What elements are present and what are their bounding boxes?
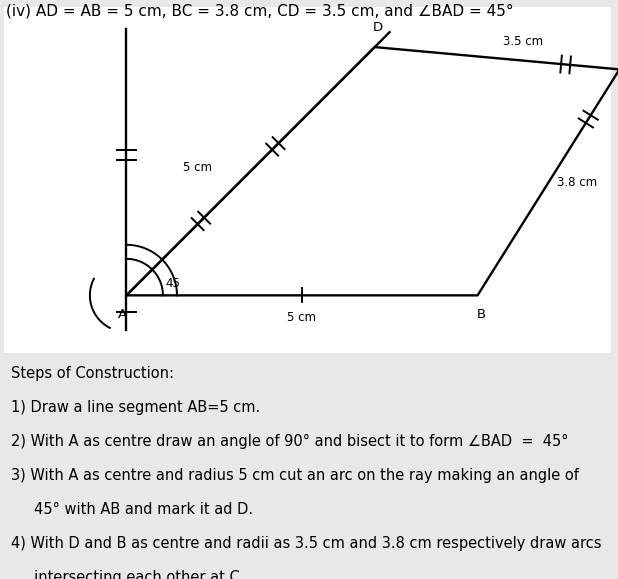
Text: 45° with AB and mark it ad D.: 45° with AB and mark it ad D.	[11, 502, 253, 517]
Text: 1) Draw a line segment AB=5 cm.: 1) Draw a line segment AB=5 cm.	[11, 400, 260, 415]
Text: (iv) AD = AB = 5 cm, BC = 3.8 cm, CD = 3.5 cm, and ∠BAD = 45°: (iv) AD = AB = 5 cm, BC = 3.8 cm, CD = 3…	[6, 4, 514, 19]
Text: 4) With D and B as centre and radii as 3.5 cm and 3.8 cm respectively draw arcs: 4) With D and B as centre and radii as 3…	[11, 536, 602, 551]
Text: 3.8 cm: 3.8 cm	[557, 176, 597, 189]
Text: 45: 45	[166, 277, 180, 290]
Text: 3) With A as centre and radius 5 cm cut an arc on the ray making an angle of: 3) With A as centre and radius 5 cm cut …	[11, 468, 579, 483]
Text: 2) With A as centre draw an angle of 90° and bisect it to form ∠BAD  =  45°: 2) With A as centre draw an angle of 90°…	[11, 434, 569, 449]
Text: 5 cm: 5 cm	[183, 161, 212, 174]
Text: D: D	[373, 21, 383, 34]
Text: B: B	[476, 308, 486, 321]
Text: Steps of Construction:: Steps of Construction:	[11, 365, 174, 380]
Text: 3.5 cm: 3.5 cm	[502, 35, 543, 47]
Text: intersecting each other at C.: intersecting each other at C.	[11, 570, 245, 579]
Text: 5 cm: 5 cm	[287, 311, 316, 324]
Text: A: A	[118, 308, 127, 321]
